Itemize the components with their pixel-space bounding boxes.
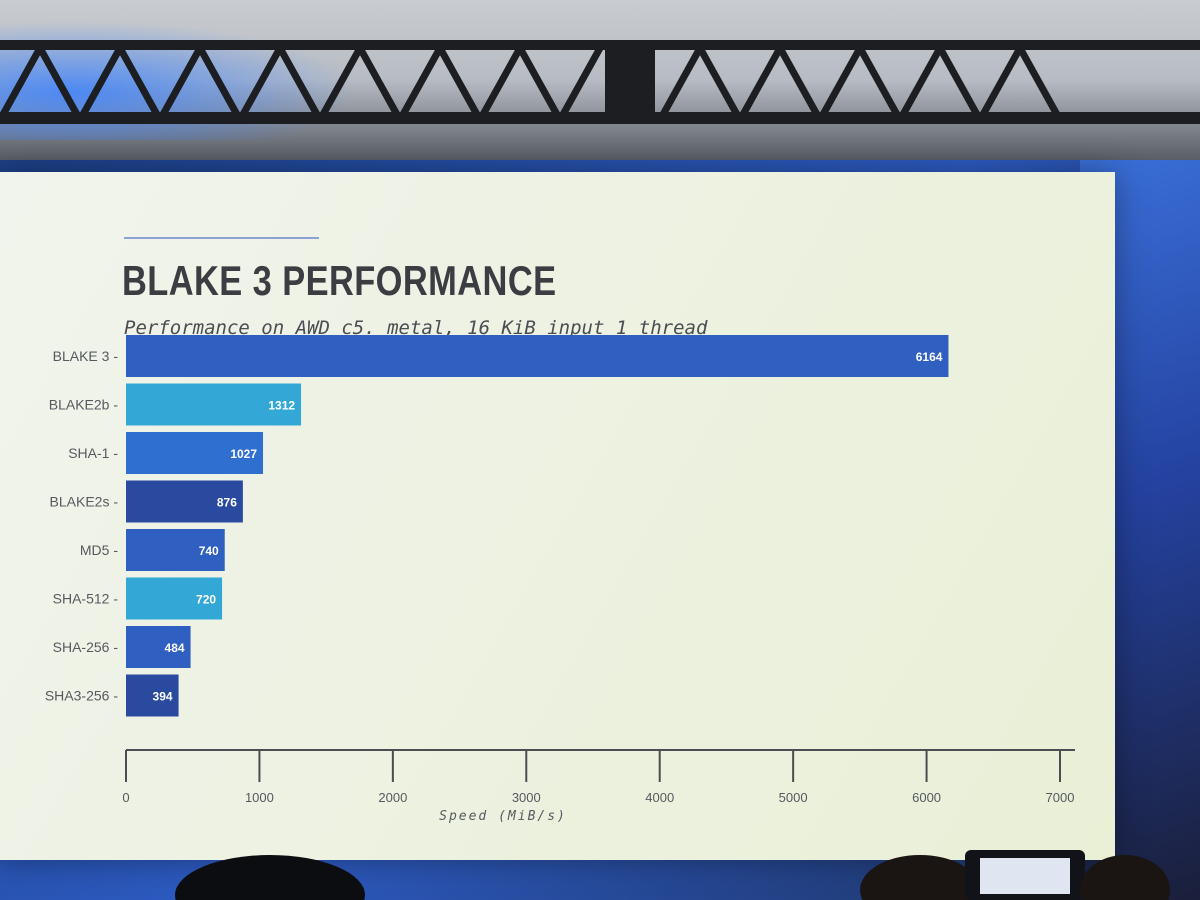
audience-silhouettes	[175, 850, 1170, 900]
x-tick-label: 7000	[1046, 790, 1075, 805]
x-tick-label: 5000	[779, 790, 808, 805]
bar-blake-3	[126, 335, 949, 377]
bar-blake2s	[126, 480, 243, 523]
bar-sha-512	[126, 577, 223, 620]
lighting-truss	[0, 40, 1200, 124]
data-label: 1027	[230, 447, 257, 461]
bar-sha-1	[126, 432, 264, 474]
data-label: 394	[153, 690, 173, 704]
category-label: SHA-1 -	[68, 445, 118, 461]
slide-subtitle: Performance on AWD c5. metal, 16 KiB inp…	[124, 317, 708, 339]
data-label: 740	[199, 544, 219, 558]
x-axis-title: Speed (MiB/s)	[439, 809, 567, 824]
category-label: SHA-512 -	[53, 591, 119, 607]
title-accent-line	[124, 237, 319, 239]
bar-blake2b	[126, 383, 302, 426]
bar-sha-256	[126, 626, 191, 668]
x-tick-label: 0	[122, 790, 129, 805]
data-label: 1312	[268, 399, 295, 413]
category-label: SHA3-256 -	[45, 688, 118, 704]
slide-title: BLAKE 3 PERFORMANCE	[122, 257, 557, 304]
data-label: 876	[217, 496, 237, 510]
x-tick-label: 4000	[645, 790, 674, 805]
bar-md5	[126, 529, 225, 571]
category-label: SHA-256 -	[53, 639, 119, 655]
bar-chart: BLAKE 3 - 6164 BLAKE2b - 1312 SHA-1 - 1027 BLA…	[45, 335, 1075, 824]
projection-screen: BLAKE 3 PERFORMANCE Performance on AWD c…	[0, 172, 1115, 860]
x-tick-label: 1000	[245, 790, 274, 805]
data-label: 720	[196, 593, 216, 607]
category-label: BLAKE2b -	[49, 397, 119, 413]
category-label: BLAKE2s -	[50, 494, 119, 510]
x-tick-label: 3000	[512, 790, 541, 805]
x-tick-label: 2000	[378, 790, 407, 805]
category-label: BLAKE 3 -	[53, 348, 119, 364]
data-label: 6164	[916, 350, 943, 364]
bar-sha3-256	[126, 674, 179, 717]
data-label: 484	[165, 641, 185, 655]
x-tick-label: 6000	[912, 790, 941, 805]
category-label: MD5 -	[80, 542, 118, 558]
